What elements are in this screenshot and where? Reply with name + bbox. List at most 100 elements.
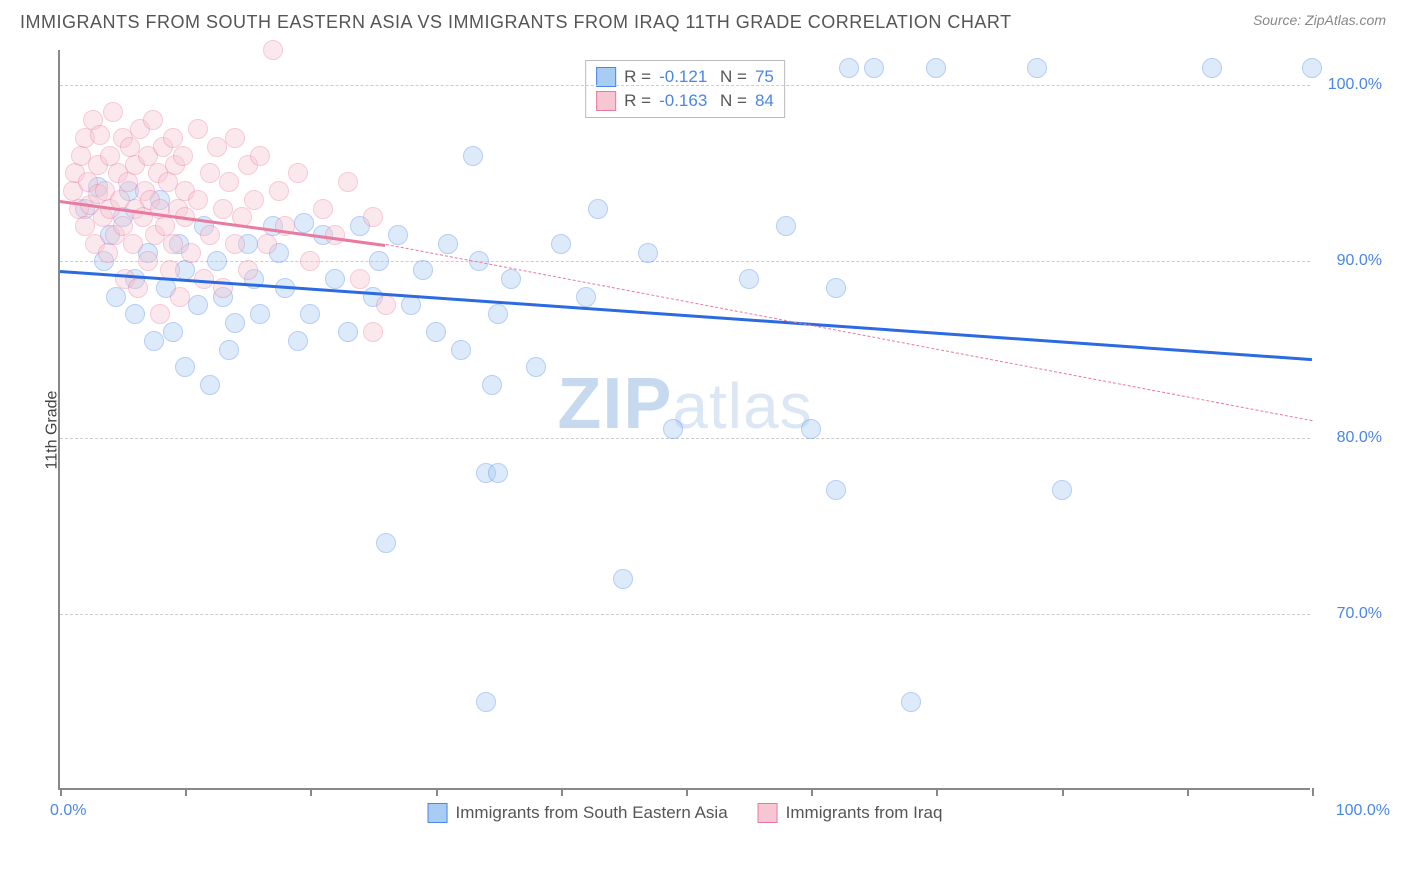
scatter-point xyxy=(257,234,277,254)
scatter-point xyxy=(801,419,821,439)
scatter-point xyxy=(501,269,521,289)
scatter-point xyxy=(338,322,358,342)
scatter-point xyxy=(363,207,383,227)
scatter-point xyxy=(926,58,946,78)
scatter-point xyxy=(250,304,270,324)
scatter-point xyxy=(207,137,227,157)
x-tick xyxy=(811,788,813,796)
x-tick xyxy=(936,788,938,796)
scatter-point xyxy=(288,163,308,183)
scatter-point xyxy=(219,340,239,360)
scatter-point xyxy=(350,269,370,289)
scatter-point xyxy=(188,190,208,210)
stats-row-series-2: R = -0.163 N = 84 xyxy=(596,89,774,113)
scatter-point xyxy=(482,375,502,395)
scatter-plot: ZIPatlas R = -0.121 N = 75 R = -0.163 N … xyxy=(58,50,1310,790)
source-credit: Source: ZipAtlas.com xyxy=(1253,12,1386,28)
scatter-point xyxy=(200,163,220,183)
x-tick xyxy=(1187,788,1189,796)
scatter-point xyxy=(401,295,421,315)
scatter-point xyxy=(526,357,546,377)
grid-line xyxy=(60,85,1310,86)
scatter-point xyxy=(123,234,143,254)
scatter-point xyxy=(181,243,201,263)
scatter-point xyxy=(1027,58,1047,78)
scatter-point xyxy=(426,322,446,342)
scatter-point xyxy=(163,234,183,254)
scatter-point xyxy=(269,181,289,201)
scatter-point xyxy=(128,278,148,298)
chart-title: IMMIGRANTS FROM SOUTH EASTERN ASIA VS IM… xyxy=(20,12,1012,33)
trend-line xyxy=(60,270,1312,361)
scatter-point xyxy=(776,216,796,236)
scatter-point xyxy=(463,146,483,166)
scatter-point xyxy=(369,251,389,271)
scatter-point xyxy=(225,234,245,254)
scatter-point xyxy=(488,304,508,324)
stats-legend-box: R = -0.121 N = 75 R = -0.163 N = 84 xyxy=(585,60,785,118)
scatter-point xyxy=(826,278,846,298)
scatter-point xyxy=(98,243,118,263)
x-tick xyxy=(686,788,688,796)
x-tick xyxy=(310,788,312,796)
scatter-point xyxy=(1202,58,1222,78)
scatter-point xyxy=(90,125,110,145)
scatter-point xyxy=(143,110,163,130)
scatter-point xyxy=(207,251,227,271)
scatter-point xyxy=(150,304,170,324)
scatter-point xyxy=(244,190,264,210)
scatter-point xyxy=(225,128,245,148)
y-tick-label: 100.0% xyxy=(1328,76,1382,94)
scatter-point xyxy=(138,251,158,271)
scatter-point xyxy=(663,419,683,439)
scatter-point xyxy=(300,251,320,271)
swatch-icon xyxy=(428,803,448,823)
scatter-point xyxy=(363,322,383,342)
chart-area: 11th Grade ZIPatlas R = -0.121 N = 75 R … xyxy=(58,50,1388,810)
scatter-point xyxy=(1052,480,1072,500)
scatter-point xyxy=(901,692,921,712)
grid-line xyxy=(60,614,1310,615)
scatter-point xyxy=(238,260,258,280)
swatch-icon xyxy=(596,91,616,111)
scatter-point xyxy=(826,480,846,500)
scatter-point xyxy=(294,213,314,233)
scatter-point xyxy=(200,225,220,245)
scatter-point xyxy=(476,692,496,712)
x-axis-start-label: 0.0% xyxy=(50,802,86,820)
scatter-point xyxy=(488,463,508,483)
y-tick-label: 70.0% xyxy=(1337,605,1382,623)
x-tick xyxy=(561,788,563,796)
scatter-point xyxy=(338,172,358,192)
watermark: ZIPatlas xyxy=(557,363,812,445)
x-tick xyxy=(436,788,438,796)
y-tick-label: 90.0% xyxy=(1337,252,1382,270)
scatter-point xyxy=(613,569,633,589)
scatter-point xyxy=(638,243,658,263)
scatter-point xyxy=(163,322,183,342)
scatter-point xyxy=(588,199,608,219)
scatter-point xyxy=(103,102,123,122)
scatter-point xyxy=(288,331,308,351)
x-tick xyxy=(1312,788,1314,796)
x-axis-end-label: 100.0% xyxy=(1336,802,1390,820)
r-value-2: -0.163 xyxy=(659,91,707,111)
scatter-point xyxy=(1302,58,1322,78)
scatter-point xyxy=(325,225,345,245)
scatter-point xyxy=(200,375,220,395)
scatter-point xyxy=(313,199,333,219)
grid-line xyxy=(60,438,1310,439)
trend-line xyxy=(385,244,1312,421)
scatter-point xyxy=(413,260,433,280)
x-tick xyxy=(1062,788,1064,796)
scatter-point xyxy=(376,533,396,553)
swatch-icon xyxy=(758,803,778,823)
scatter-point xyxy=(839,58,859,78)
scatter-point xyxy=(325,269,345,289)
n-value-2: 84 xyxy=(755,91,774,111)
scatter-point xyxy=(125,304,145,324)
legend-item-1: Immigrants from South Eastern Asia xyxy=(428,803,728,823)
scatter-point xyxy=(576,287,596,307)
legend-label-2: Immigrants from Iraq xyxy=(786,803,943,823)
r-value-1: -0.121 xyxy=(659,67,707,87)
